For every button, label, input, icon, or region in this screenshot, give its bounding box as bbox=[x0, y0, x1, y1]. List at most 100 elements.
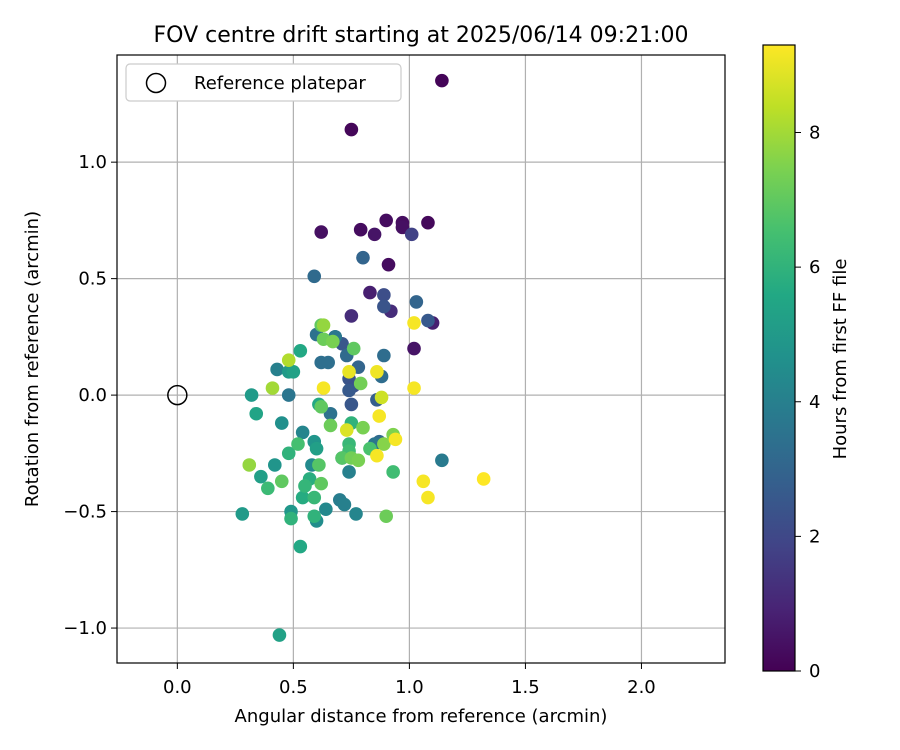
data-point bbox=[349, 507, 363, 521]
data-point bbox=[377, 348, 391, 363]
data-point bbox=[254, 469, 268, 484]
data-point bbox=[356, 250, 370, 265]
x-tick-label: 1.0 bbox=[395, 677, 424, 698]
colorbar-tick-label: 0 bbox=[809, 661, 820, 682]
data-point bbox=[281, 353, 296, 367]
data-point bbox=[379, 213, 393, 228]
legend-marker bbox=[145, 72, 167, 94]
data-point bbox=[421, 215, 435, 230]
data-point bbox=[316, 381, 331, 395]
data-point bbox=[344, 122, 359, 137]
data-point bbox=[337, 497, 352, 512]
colorbar-tick-label: 2 bbox=[809, 526, 820, 547]
data-point bbox=[321, 355, 335, 370]
data-point bbox=[342, 365, 356, 379]
data-point bbox=[272, 628, 287, 642]
data-point bbox=[421, 313, 435, 328]
data-point bbox=[435, 73, 449, 88]
chart-title: FOV centre drift starting at 2025/06/14 … bbox=[154, 23, 689, 48]
x-tick-label: 1.5 bbox=[511, 677, 540, 698]
data-point bbox=[346, 341, 361, 356]
data-point bbox=[435, 453, 449, 468]
legend-box bbox=[125, 63, 402, 102]
y-tick-label: 1.0 bbox=[78, 152, 107, 173]
data-point bbox=[351, 453, 366, 468]
data-point bbox=[293, 539, 308, 554]
data-point bbox=[407, 316, 421, 330]
data-point bbox=[409, 295, 424, 309]
data-point bbox=[370, 448, 384, 463]
data-point bbox=[342, 465, 356, 479]
data-point bbox=[377, 288, 391, 302]
plot-frame bbox=[116, 54, 726, 664]
colorbar-tick-label: 6 bbox=[809, 257, 820, 278]
data-point bbox=[367, 227, 382, 242]
data-point bbox=[307, 490, 322, 505]
data-point bbox=[326, 334, 340, 349]
legend-label: Reference platepar bbox=[194, 73, 366, 94]
data-point bbox=[242, 458, 257, 472]
x-axis-label: Angular distance from reference (arcmin) bbox=[235, 706, 608, 727]
data-point bbox=[416, 474, 431, 489]
data-point bbox=[293, 344, 308, 358]
data-point bbox=[307, 509, 322, 524]
data-point bbox=[476, 472, 491, 486]
data-point bbox=[298, 479, 312, 493]
data-point bbox=[314, 225, 329, 239]
data-point bbox=[284, 511, 298, 526]
legend: Reference platepar bbox=[125, 63, 402, 102]
data-point bbox=[353, 376, 368, 391]
data-point bbox=[235, 507, 250, 521]
x-tick-label: 0.0 bbox=[163, 677, 192, 698]
data-point bbox=[353, 222, 368, 237]
data-point bbox=[307, 269, 322, 284]
data-point bbox=[314, 476, 329, 491]
data-point bbox=[295, 425, 310, 440]
data-point bbox=[270, 362, 284, 377]
data-point bbox=[281, 388, 296, 402]
data-point bbox=[404, 227, 419, 242]
colorbar-gradient bbox=[762, 44, 796, 672]
data-point bbox=[421, 490, 435, 505]
plot-background bbox=[117, 55, 725, 663]
data-point bbox=[377, 299, 391, 314]
data-point bbox=[265, 381, 280, 395]
y-tick-label: 0.5 bbox=[78, 269, 107, 290]
data-point bbox=[344, 397, 359, 412]
x-tick-label: 2.0 bbox=[627, 677, 656, 698]
data-point bbox=[344, 309, 359, 323]
data-point bbox=[372, 409, 387, 423]
data-point bbox=[374, 390, 389, 405]
y-tick-label: −0.5 bbox=[63, 502, 107, 523]
y-axis-label: Rotation from reference (arcmin) bbox=[22, 211, 43, 507]
colorbar-label: Hours from first FF file bbox=[830, 259, 851, 460]
data-point bbox=[314, 399, 329, 414]
data-point bbox=[356, 420, 370, 435]
data-point bbox=[319, 502, 333, 517]
data-point bbox=[309, 441, 324, 456]
data-point bbox=[395, 220, 410, 235]
colorbar-tick-label: 8 bbox=[809, 123, 820, 144]
data-point bbox=[244, 388, 259, 402]
data-point bbox=[261, 481, 275, 496]
data-point bbox=[388, 432, 403, 447]
data-point bbox=[323, 418, 338, 433]
data-point bbox=[377, 437, 391, 451]
data-point bbox=[249, 406, 264, 421]
y-tick-label: 0.0 bbox=[78, 385, 107, 406]
data-point bbox=[342, 383, 356, 398]
data-point bbox=[312, 458, 326, 472]
y-tick-label: −1.0 bbox=[63, 618, 107, 639]
data-point bbox=[379, 509, 393, 524]
reference-point bbox=[167, 384, 188, 406]
data-point bbox=[268, 458, 282, 472]
data-point bbox=[370, 365, 384, 379]
x-tick-label: 0.5 bbox=[279, 677, 308, 698]
data-point bbox=[363, 285, 377, 300]
data-point bbox=[381, 257, 396, 272]
data-point bbox=[274, 474, 289, 489]
data-point bbox=[274, 416, 289, 430]
data-point bbox=[295, 490, 310, 505]
data-point bbox=[407, 341, 421, 356]
